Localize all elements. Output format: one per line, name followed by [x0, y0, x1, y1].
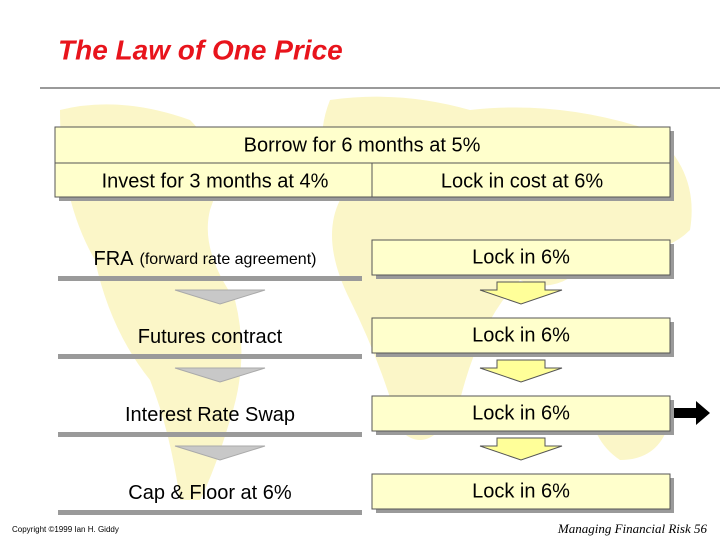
- row-label: FRA (forward rate agreement): [94, 248, 317, 270]
- rows: FRA (forward rate agreement) Lock in 6%Fut…: [58, 239, 674, 515]
- row-result: Lock in 6%: [472, 246, 570, 268]
- page-number: 56: [694, 521, 708, 536]
- row-result: Lock in 6%: [472, 480, 570, 502]
- row: Cap & Floor at 6% Lock in 6%: [58, 473, 674, 515]
- slide-title: The Law of One Price: [58, 34, 343, 65]
- right-arrow: [674, 401, 710, 425]
- row-label: Futures contract: [138, 326, 283, 348]
- summary-top: Borrow for 6 months at 5%: [244, 134, 481, 156]
- label: Interest Rate Swap: [125, 404, 295, 426]
- box: [371, 395, 671, 432]
- label: FRA: [94, 248, 135, 270]
- label: Futures contract: [138, 326, 283, 348]
- gray-chevron: [174, 289, 266, 305]
- yellow-arrow: [479, 437, 563, 461]
- label-bar: [58, 432, 362, 437]
- footer-course: Managing Financial Risk 56: [557, 521, 708, 536]
- box: [371, 239, 671, 276]
- course: Managing Financial Risk: [557, 521, 691, 536]
- row: FRA (forward rate agreement) Lock in 6%: [58, 239, 674, 305]
- label-note: (forward rate agreement): [140, 251, 317, 268]
- label: Cap & Floor at 6%: [128, 482, 292, 504]
- yellow-arrow: [479, 281, 563, 305]
- summary-left: Invest for 3 months at 4%: [102, 170, 329, 192]
- box: [54, 126, 671, 198]
- box: [371, 317, 671, 354]
- label-bar: [58, 276, 362, 281]
- row: Interest Rate Swap Lock in 6%: [58, 395, 674, 461]
- row: Futures contract Lock in 6%: [58, 317, 674, 383]
- row-result: Lock in 6%: [472, 324, 570, 346]
- summary-right: Lock in cost at 6%: [441, 170, 604, 192]
- copyright: Copyright ©1999 Ian H. Giddy: [12, 525, 119, 534]
- gray-chevron: [174, 445, 266, 461]
- row-result: Lock in 6%: [472, 402, 570, 424]
- box: [371, 473, 671, 510]
- row-label: Interest Rate Swap: [125, 404, 295, 426]
- row-label: Cap & Floor at 6%: [128, 482, 292, 504]
- label-bar: [58, 510, 362, 515]
- yellow-arrow: [479, 359, 563, 383]
- gray-chevron: [174, 367, 266, 383]
- summary-box: Borrow for 6 months at 5% Invest for 3 m…: [54, 126, 674, 201]
- label-bar: [58, 354, 362, 359]
